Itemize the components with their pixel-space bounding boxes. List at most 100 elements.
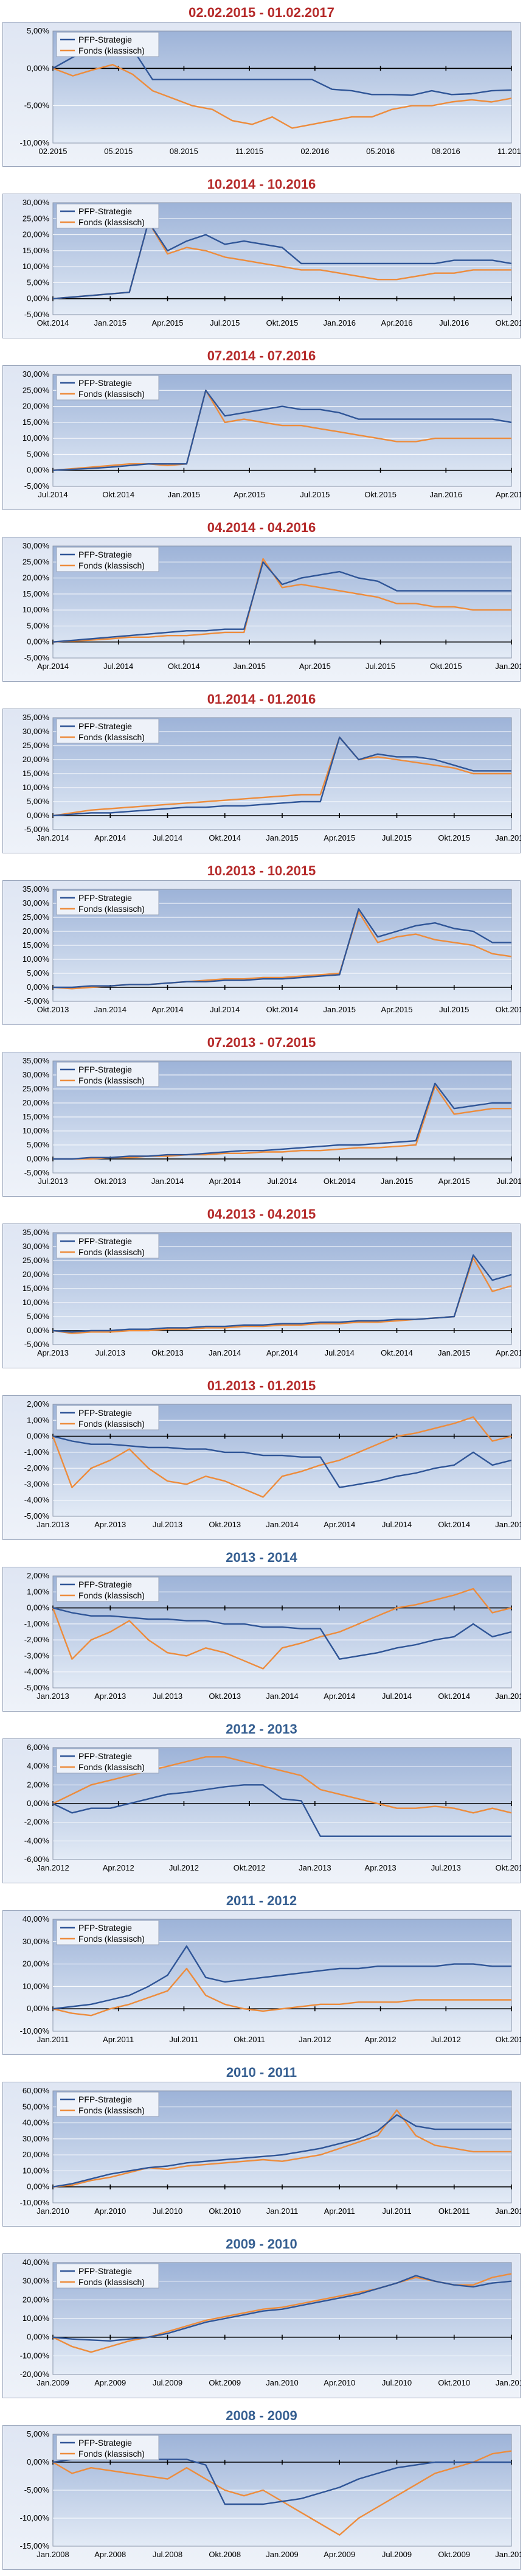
x-tick-label: Jul.2013 xyxy=(153,1692,182,1701)
series-line-pfp-strategie xyxy=(52,561,511,643)
y-tick-label: 0,00% xyxy=(27,637,49,646)
line-chart: 35,00% 30,00% 25,00% 20,00% 15,00% 10,00% 5,00… xyxy=(23,1228,521,1357)
chart-title: 2009 - 2010 xyxy=(226,2236,297,2252)
y-tick-label: 20,00% xyxy=(23,230,50,239)
y-tick-label: -2,00% xyxy=(24,1635,50,1644)
line-chart: 40,00%30,00%20,00%10,00%0,00%-10,00%Jan.… xyxy=(20,1914,521,2044)
x-tick-label: Jan.2015 xyxy=(495,1520,521,1529)
chart-block: 07.2014 - 07.2016 30,00% 25,00% 20,00% 15,00… xyxy=(0,343,523,515)
x-tick-label: Jul.2016 xyxy=(439,318,469,327)
legend-label: PFP-Strategie xyxy=(78,35,132,44)
x-tick-label: Jul.2009 xyxy=(153,2378,182,2387)
chart-frame: 6,00% 4,00% 2,00% 0,00% -2,00% -4,00% -6,00% Ja… xyxy=(2,1738,521,1883)
y-tick-label: 0,00% xyxy=(27,466,49,475)
x-tick-label: Jul.2011 xyxy=(382,2207,411,2216)
x-tick-label: Okt.2010 xyxy=(209,2207,241,2216)
legend-label: PFP-Strategie xyxy=(78,206,132,216)
chart-title: 01.2013 - 01.2015 xyxy=(207,1378,316,1393)
series-line-pfp-strategie xyxy=(52,2114,511,2188)
legend-label: Fonds (klassisch) xyxy=(78,389,145,399)
x-tick-label: Jul.2014 xyxy=(267,1177,297,1186)
y-tick-label: 10,00% xyxy=(23,605,50,614)
y-tick-label: 2,00% xyxy=(27,1780,49,1789)
legend-label: Fonds (klassisch) xyxy=(78,46,145,55)
y-tick-label: 0,00% xyxy=(27,1603,49,1612)
y-tick-label: -5,00% xyxy=(24,825,50,834)
x-tick-label: Jul.2008 xyxy=(153,2550,182,2559)
x-tick-label: Okt.2012 xyxy=(496,2035,521,2044)
x-tick-label: 11.2015 xyxy=(235,147,263,156)
y-tick-label: 30,00% xyxy=(23,898,50,908)
x-tick-label: Jan.2012 xyxy=(299,2035,331,2044)
y-tick-label: 0,00% xyxy=(27,811,49,820)
x-tick-label: 02.2016 xyxy=(300,147,329,156)
x-tick-label: Jan.2015 xyxy=(324,1005,356,1014)
chart-frame: 2,00% 1,00% 0,00% -1,00% -2,00% -3,00% -4,00% -… xyxy=(2,1567,521,1712)
line-chart: 35,00% 30,00% 25,00% 20,00% 15,00% 10,00% 5,00… xyxy=(23,1056,521,1186)
x-tick-label: Apr.2011 xyxy=(324,2207,355,2216)
chart-frame: 40,00% 30,00% 20,00% 10,00% 0,00% -10,00% -20,… xyxy=(2,2253,521,2398)
y-tick-label: -4,00% xyxy=(24,1496,50,1505)
chart-block: 07.2013 - 07.2015 35,00% 30,00% 25,00% 20,00… xyxy=(0,1030,523,1202)
legend-label: Fonds (klassisch) xyxy=(78,1419,145,1429)
line-chart: 2,00% 1,00% 0,00% -1,00% -2,00% -3,00% -4,00% -… xyxy=(24,1399,521,1529)
x-tick-label: Jul.2015 xyxy=(300,490,330,499)
y-tick-label: 20,00% xyxy=(23,1270,50,1279)
x-tick-label: Jan.2014 xyxy=(209,1348,241,1357)
y-tick-label: 20,00% xyxy=(23,755,50,764)
chart-frame: 5,00% 0,00% -5,00% -10,00% -15,00% Jan.2008 Ap… xyxy=(2,2425,521,2570)
y-tick-label: 5,00% xyxy=(27,26,49,35)
legend-label: PFP-Strategie xyxy=(78,721,132,731)
x-tick-label: Okt.2009 xyxy=(438,2550,470,2559)
x-tick-label: Jul.2014 xyxy=(153,833,182,842)
series-line-pfp-strategie xyxy=(53,908,511,989)
y-tick-label: 35,00% xyxy=(23,884,50,894)
y-tick-label: 20,00% xyxy=(23,573,50,583)
legend-label: PFP-Strategie xyxy=(78,1580,132,1589)
chart-block: 2009 - 2010 40,00% 30,00% 20,00% 10,00% 0,00%… xyxy=(0,2231,523,2403)
x-tick-label: Apr.2013 xyxy=(37,1348,69,1357)
chart-frame: 5,00% 0,00% -5,00% -10,00% 02.2015 05.2015 08.… xyxy=(2,22,521,167)
y-tick-label: 30,00% xyxy=(23,1070,50,1079)
x-tick-label: Okt.2011 xyxy=(234,2035,265,2044)
chart-frame: 35,00% 30,00% 25,00% 20,00% 15,00% 10,00% 5,00… xyxy=(2,1052,521,1197)
y-tick-label: 30,00% xyxy=(23,2134,50,2143)
chart-title: 10.2014 - 10.2016 xyxy=(207,177,316,192)
y-tick-label: 15,00% xyxy=(23,769,50,778)
chart-block: 10.2014 - 10.2016 30,00% 25,00% 20,00% 15,00… xyxy=(0,172,523,343)
series-line-fonds-klassisch xyxy=(52,1416,512,1498)
x-tick-label: Apr.2014 xyxy=(324,1520,355,1529)
y-tick-label: -5,00% xyxy=(24,1340,50,1349)
y-tick-label: 0,00% xyxy=(27,2333,49,2342)
y-tick-label: 50,00% xyxy=(23,2102,50,2111)
x-tick-label: Jan.2016 xyxy=(324,318,356,327)
x-tick-label: Okt.2014 xyxy=(324,1177,356,1186)
series-line-pfp-strategie xyxy=(52,737,511,817)
y-tick-label: 15,00% xyxy=(23,589,50,598)
y-tick-label: 40,00% xyxy=(23,1914,50,1923)
y-tick-label: 0,00% xyxy=(27,982,49,992)
y-tick-label: 4,00% xyxy=(27,1762,49,1771)
x-tick-label: Jul.2015 xyxy=(439,1005,469,1014)
y-tick-label: 20,00% xyxy=(23,926,50,936)
y-tick-label: 6,00% xyxy=(27,1743,49,1752)
series-line-fonds-klassisch xyxy=(52,1967,511,2017)
x-tick-label: Jan.2009 xyxy=(36,2378,69,2387)
line-chart: 30,00% 25,00% 20,00% 15,00% 10,00% 5,00% 0,00%… xyxy=(23,198,521,327)
x-tick-label: Okt.2014 xyxy=(209,833,241,842)
legend-label: PFP-Strategie xyxy=(78,2266,132,2276)
y-tick-label: 30,00% xyxy=(23,541,50,550)
x-tick-label: Jan.2015 xyxy=(168,490,201,499)
x-tick-label: Okt.2013 xyxy=(496,1863,521,1872)
x-tick-label: Jan.2015 xyxy=(94,318,127,327)
line-chart: 35,00% 30,00% 25,00% 20,00% 15,00% 10,00% 5,00… xyxy=(23,884,521,1014)
x-tick-label: Okt.2015 xyxy=(266,318,299,327)
legend-label: Fonds (klassisch) xyxy=(78,1934,145,1944)
y-tick-label: 10,00% xyxy=(23,954,50,964)
x-tick-label: Okt.2012 xyxy=(234,1863,266,1872)
x-tick-label: Jan.2015 xyxy=(438,1348,471,1357)
